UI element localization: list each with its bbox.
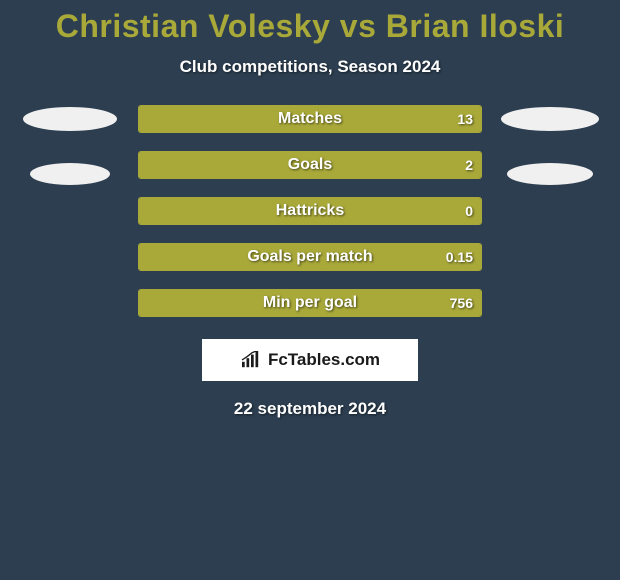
right-avatar-column	[500, 105, 600, 185]
stat-value: 756	[450, 295, 473, 311]
subtitle: Club competitions, Season 2024	[0, 57, 620, 77]
avatar-placeholder	[30, 163, 110, 185]
left-avatar-column	[20, 105, 120, 185]
stat-value: 0	[465, 203, 473, 219]
stat-value: 13	[457, 111, 473, 127]
stat-rows: Matches 13 Goals 2 Hattricks 0 Goals per…	[138, 105, 482, 317]
stat-bar-min-per-goal: Min per goal 756	[138, 289, 482, 317]
stat-label: Goals per match	[139, 248, 481, 266]
logo-box: FcTables.com	[202, 339, 418, 381]
stat-value: 2	[465, 157, 473, 173]
stat-bar-goals-per-match: Goals per match 0.15	[138, 243, 482, 271]
logo-text: FcTables.com	[268, 350, 380, 370]
chart-icon	[240, 351, 262, 369]
avatar-placeholder	[501, 107, 599, 131]
stat-label: Hattricks	[139, 202, 481, 220]
date-text: 22 september 2024	[0, 399, 620, 419]
stat-label: Matches	[139, 110, 481, 128]
stat-label: Min per goal	[139, 294, 481, 312]
avatar-placeholder	[23, 107, 117, 131]
stat-bar-hattricks: Hattricks 0	[138, 197, 482, 225]
avatar-placeholder	[507, 163, 593, 185]
page-title: Christian Volesky vs Brian Iloski	[0, 8, 620, 45]
infographic-container: Christian Volesky vs Brian Iloski Club c…	[0, 0, 620, 419]
stat-bar-matches: Matches 13	[138, 105, 482, 133]
stat-value: 0.15	[446, 249, 473, 265]
stat-label: Goals	[139, 156, 481, 174]
stat-bar-goals: Goals 2	[138, 151, 482, 179]
stats-area: Matches 13 Goals 2 Hattricks 0 Goals per…	[0, 105, 620, 317]
